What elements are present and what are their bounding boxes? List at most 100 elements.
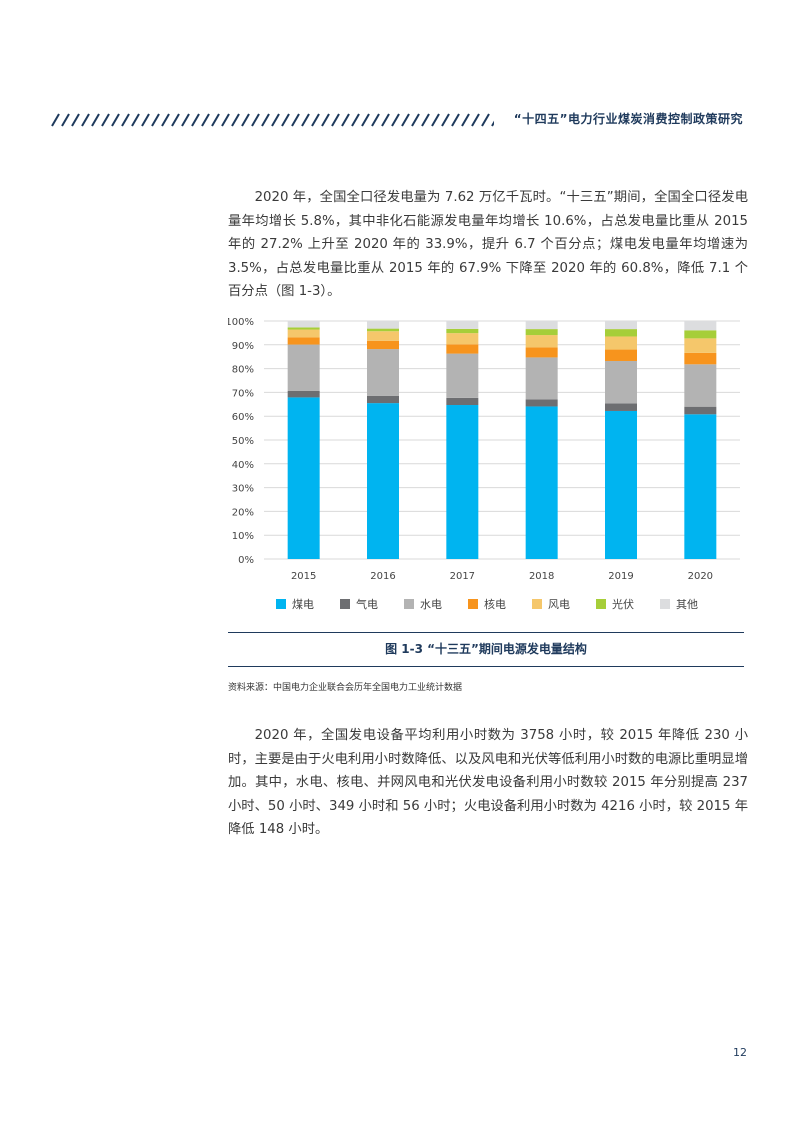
bar-segment [287, 390, 320, 398]
legend-swatch [468, 599, 478, 609]
hatch-stroke [391, 113, 400, 127]
header-hatch-decoration [51, 113, 494, 127]
legend-swatch [276, 599, 286, 609]
y-tick-label: 0% [238, 555, 254, 566]
bar-segment [605, 360, 637, 404]
y-tick-label: 50% [232, 436, 254, 447]
bar-segment [287, 344, 320, 391]
chart-legend: 煤电 气电 水电 核电 风电 光伏 其他 [228, 596, 746, 612]
legend-item: 其他 [660, 596, 698, 612]
body-paragraph-2: 2020 年，全国发电设备平均利用小时数为 3758 小时，较 2015 年降低… [228, 728, 748, 837]
hatch-stroke [151, 113, 160, 127]
bar-segment [367, 331, 399, 341]
legend-label: 气电 [356, 598, 378, 611]
hatch-stroke [141, 113, 150, 127]
bar-segment [525, 406, 558, 559]
bar-segment [446, 321, 479, 329]
bar-segment [605, 329, 637, 337]
legend-label: 煤电 [292, 598, 314, 611]
legend-item: 水电 [404, 596, 442, 612]
hatch-stroke [201, 113, 210, 127]
hatch-stroke [231, 113, 240, 127]
bar-segment [684, 364, 717, 407]
legend-item: 风电 [532, 596, 570, 612]
bar-segment [287, 337, 320, 345]
bar-segment [367, 403, 399, 559]
hatch-stroke [321, 113, 330, 127]
hatch-stroke [471, 113, 480, 127]
bar-segment [525, 321, 558, 330]
hatch-stroke [271, 113, 280, 127]
x-tick-label: 2017 [450, 571, 475, 582]
x-tick-label: 2020 [688, 571, 713, 582]
page-number: 12 [733, 1046, 747, 1059]
hatch-stroke [131, 113, 140, 127]
caption-rule-top [228, 632, 744, 633]
bar-segment [446, 353, 479, 398]
bar-segment [287, 329, 320, 338]
bar-segment [605, 349, 637, 361]
bar-segment [525, 357, 558, 400]
legend-label: 核电 [484, 598, 506, 611]
bar-segment [684, 338, 717, 353]
legend-label: 其他 [676, 598, 698, 611]
hatch-stroke [421, 113, 430, 127]
hatch-stroke [491, 120, 494, 127]
figure-caption: 图 1-3 “十三五”期间电源发电量结构 [385, 642, 587, 656]
x-tick-label: 2019 [608, 571, 633, 582]
hatch-stroke [341, 113, 350, 127]
hatch-stroke [71, 113, 80, 127]
bar-segment [367, 395, 399, 404]
hatch-stroke [451, 113, 460, 127]
hatch-stroke [161, 113, 170, 127]
bar-segment [446, 405, 479, 559]
legend-swatch [340, 599, 350, 609]
y-tick-label: 10% [232, 531, 254, 542]
x-tick-label: 2015 [291, 571, 316, 582]
bar-segment [367, 349, 399, 396]
hatch-stroke [401, 113, 410, 127]
hatch-stroke [261, 113, 270, 127]
bar-segment [287, 327, 320, 330]
hatch-stroke [411, 113, 420, 127]
hatch-stroke [51, 113, 60, 127]
hatch-stroke [101, 113, 110, 127]
hatch-stroke [251, 113, 260, 127]
hatch-stroke [431, 113, 440, 127]
bar-segment [525, 329, 558, 336]
hatch-stroke [191, 113, 200, 127]
bar-segment [605, 321, 637, 330]
hatch-stroke [311, 113, 320, 127]
y-tick-label: 20% [232, 507, 254, 518]
running-title: “十四五”电力行业煤炭消费控制政策研究 [513, 112, 743, 126]
hatch-stroke [291, 113, 300, 127]
body-paragraph-1: 2020 年，全国全口径发电量为 7.62 万亿千瓦时。“十三五”期间，全国全口… [228, 190, 748, 299]
legend-label: 水电 [420, 598, 442, 611]
bar-segment [367, 321, 399, 329]
hatch-stroke [221, 113, 230, 127]
legend-item: 煤电 [276, 596, 314, 612]
bar-segment [287, 321, 320, 328]
hatch-stroke [171, 113, 180, 127]
legend-label: 光伏 [612, 598, 634, 611]
y-tick-label: 80% [232, 365, 254, 376]
x-tick-label: 2018 [529, 571, 554, 582]
bar-segment [525, 335, 558, 348]
hatch-stroke [461, 113, 470, 127]
bar-segment [684, 406, 717, 415]
y-tick-label: 30% [232, 484, 254, 495]
bar-segment [525, 399, 558, 407]
hatch-stroke [241, 113, 250, 127]
y-tick-label: 90% [232, 341, 254, 352]
x-tick-label: 2016 [370, 571, 395, 582]
y-tick-label: 60% [232, 412, 254, 423]
bar-segment [287, 397, 320, 559]
bar-segment [367, 328, 399, 332]
legend-swatch [596, 599, 606, 609]
y-tick-label: 70% [232, 388, 254, 399]
hatch-stroke [61, 113, 70, 127]
hatch-stroke [91, 113, 100, 127]
hatch-stroke [111, 113, 120, 127]
legend-label: 风电 [548, 598, 570, 611]
hatch-stroke [331, 113, 340, 127]
